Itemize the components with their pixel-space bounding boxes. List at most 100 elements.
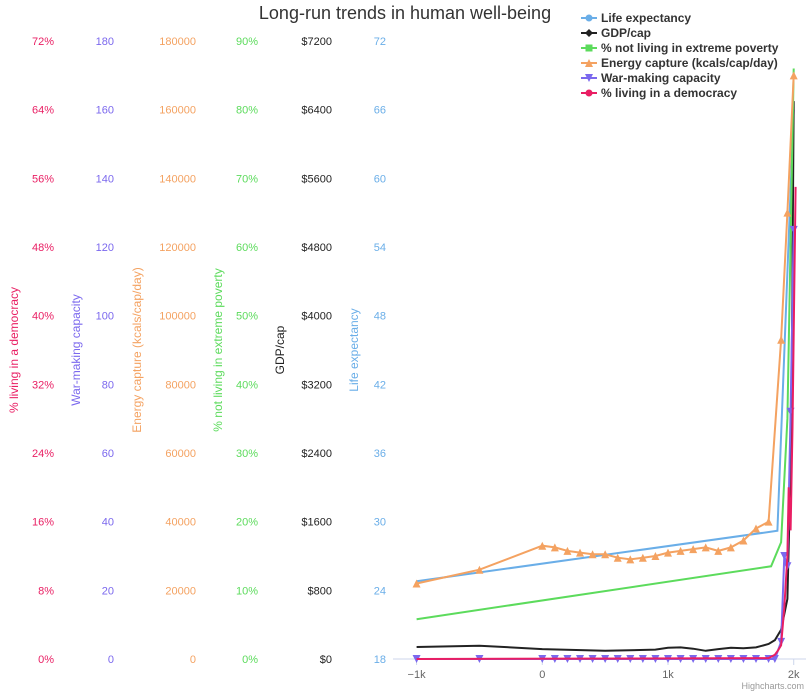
legend-marker[interactable] bbox=[585, 44, 593, 52]
y-tick-label-poverty: 40% bbox=[236, 379, 258, 391]
legend-label: % not living in extreme poverty bbox=[601, 41, 779, 55]
y-tick-label-gdp: $3200 bbox=[301, 379, 332, 391]
y-tick-label-life: 48 bbox=[374, 311, 386, 323]
data-point[interactable] bbox=[412, 655, 421, 663]
y-tick-label-energy: 0 bbox=[190, 654, 196, 666]
data-point[interactable] bbox=[752, 524, 760, 533]
data-point[interactable] bbox=[638, 553, 647, 562]
y-tick-label-democracy: 32% bbox=[32, 379, 54, 391]
data-point[interactable] bbox=[550, 543, 559, 552]
x-tick-label: −1k bbox=[408, 669, 427, 681]
y-axis-title-energy: Energy capture (kcals/cap/day) bbox=[130, 267, 144, 432]
legend-item[interactable]: % not living in extreme poverty bbox=[581, 41, 779, 55]
data-point[interactable] bbox=[789, 71, 798, 80]
y-tick-label-democracy: 56% bbox=[32, 173, 54, 185]
y-tick-label-poverty: 20% bbox=[236, 517, 258, 529]
chart-title: Long-run trends in human well-being bbox=[259, 3, 551, 23]
legend-item[interactable]: War-making capacity bbox=[581, 71, 721, 85]
y-tick-label-life: 42 bbox=[374, 379, 386, 391]
credits[interactable]: Highcharts.com bbox=[741, 681, 804, 691]
y-tick-label-gdp: $7200 bbox=[301, 36, 332, 48]
series-line[interactable] bbox=[416, 101, 795, 652]
data-point[interactable] bbox=[613, 553, 622, 562]
legend-marker[interactable] bbox=[585, 74, 593, 82]
data-point[interactable] bbox=[701, 543, 710, 552]
data-point[interactable] bbox=[780, 552, 789, 560]
y-tick-label-energy: 160000 bbox=[159, 105, 196, 117]
series-line[interactable] bbox=[416, 229, 795, 660]
data-point[interactable] bbox=[764, 517, 773, 526]
series-1 bbox=[416, 101, 795, 652]
data-point[interactable] bbox=[563, 546, 572, 555]
y-axis-title-democracy: % living in a democracy bbox=[7, 287, 21, 413]
y-axis-title-life: Life expectancy bbox=[347, 308, 361, 391]
data-point[interactable] bbox=[576, 548, 584, 557]
series-line[interactable] bbox=[416, 68, 795, 621]
data-point[interactable] bbox=[739, 536, 748, 545]
data-point[interactable] bbox=[601, 550, 610, 559]
data-point[interactable] bbox=[726, 543, 735, 552]
data-point[interactable] bbox=[770, 655, 779, 663]
data-point[interactable] bbox=[783, 208, 792, 217]
y-tick-label-democracy: 8% bbox=[38, 585, 54, 597]
series-5 bbox=[416, 186, 797, 660]
data-point[interactable] bbox=[475, 565, 484, 574]
y-tick-label-poverty: 50% bbox=[236, 311, 258, 323]
y-tick-label-energy: 80000 bbox=[165, 379, 196, 391]
y-tick-label-democracy: 72% bbox=[32, 36, 54, 48]
data-point[interactable] bbox=[588, 550, 597, 559]
legend-marker[interactable] bbox=[585, 29, 593, 37]
y-tick-label-war: 80 bbox=[102, 379, 114, 391]
series-3 bbox=[412, 71, 798, 588]
series-line[interactable] bbox=[416, 109, 795, 583]
data-point[interactable] bbox=[689, 545, 698, 554]
y-tick-label-gdp: $6400 bbox=[301, 105, 332, 117]
legend-label: Energy capture (kcals/cap/day) bbox=[601, 56, 778, 70]
y-tick-label-life: 18 bbox=[374, 654, 386, 666]
legend-label: GDP/cap bbox=[601, 26, 651, 40]
y-tick-label-life: 24 bbox=[374, 585, 386, 597]
y-tick-label-energy: 60000 bbox=[165, 448, 196, 460]
y-axes: 0% 8% 16% 24% 32% 40% 48% 56% 64% 72% % living in … bbox=[7, 36, 386, 666]
y-tick-label-poverty: 0% bbox=[242, 654, 258, 666]
y-tick-label-energy: 120000 bbox=[159, 242, 196, 254]
y-tick-label-life: 36 bbox=[374, 448, 386, 460]
y-tick-label-democracy: 40% bbox=[32, 311, 54, 323]
data-point[interactable] bbox=[412, 579, 421, 588]
y-tick-label-energy: 100000 bbox=[159, 311, 196, 323]
data-point[interactable] bbox=[676, 546, 685, 555]
data-point[interactable] bbox=[664, 548, 672, 557]
series-0 bbox=[416, 109, 795, 583]
y-tick-label-war: 0 bbox=[108, 654, 114, 666]
y-tick-label-war: 60 bbox=[102, 448, 114, 460]
y-tick-label-energy: 180000 bbox=[159, 36, 196, 48]
data-point[interactable] bbox=[651, 552, 660, 560]
legend-item[interactable]: Life expectancy bbox=[581, 11, 691, 25]
data-point[interactable] bbox=[626, 555, 635, 564]
legend-item[interactable]: % living in a democracy bbox=[581, 86, 737, 100]
y-tick-label-war: 100 bbox=[96, 311, 114, 323]
series-4 bbox=[412, 225, 798, 663]
legend-marker[interactable] bbox=[585, 59, 593, 67]
legend-item[interactable]: GDP/cap bbox=[581, 26, 651, 40]
data-point[interactable] bbox=[714, 546, 723, 555]
y-tick-label-energy: 140000 bbox=[159, 173, 196, 185]
x-tick-label: 0 bbox=[539, 669, 545, 681]
legend-marker[interactable] bbox=[585, 89, 593, 97]
series-line[interactable] bbox=[416, 186, 797, 660]
y-tick-label-life: 54 bbox=[374, 242, 386, 254]
data-point[interactable] bbox=[777, 335, 786, 344]
y-tick-label-poverty: 80% bbox=[236, 105, 258, 117]
y-tick-label-life: 72 bbox=[374, 36, 386, 48]
y-tick-label-war: 180 bbox=[96, 36, 114, 48]
series-2 bbox=[416, 68, 795, 621]
legend-marker[interactable] bbox=[585, 14, 593, 22]
legend-item[interactable]: Energy capture (kcals/cap/day) bbox=[581, 56, 778, 70]
y-tick-label-gdp: $2400 bbox=[301, 448, 332, 460]
data-point[interactable] bbox=[538, 541, 547, 550]
y-tick-label-poverty: 90% bbox=[236, 36, 258, 48]
y-tick-label-democracy: 24% bbox=[32, 448, 54, 460]
series-line[interactable] bbox=[416, 75, 795, 585]
x-tick-label: 1k bbox=[662, 669, 674, 681]
